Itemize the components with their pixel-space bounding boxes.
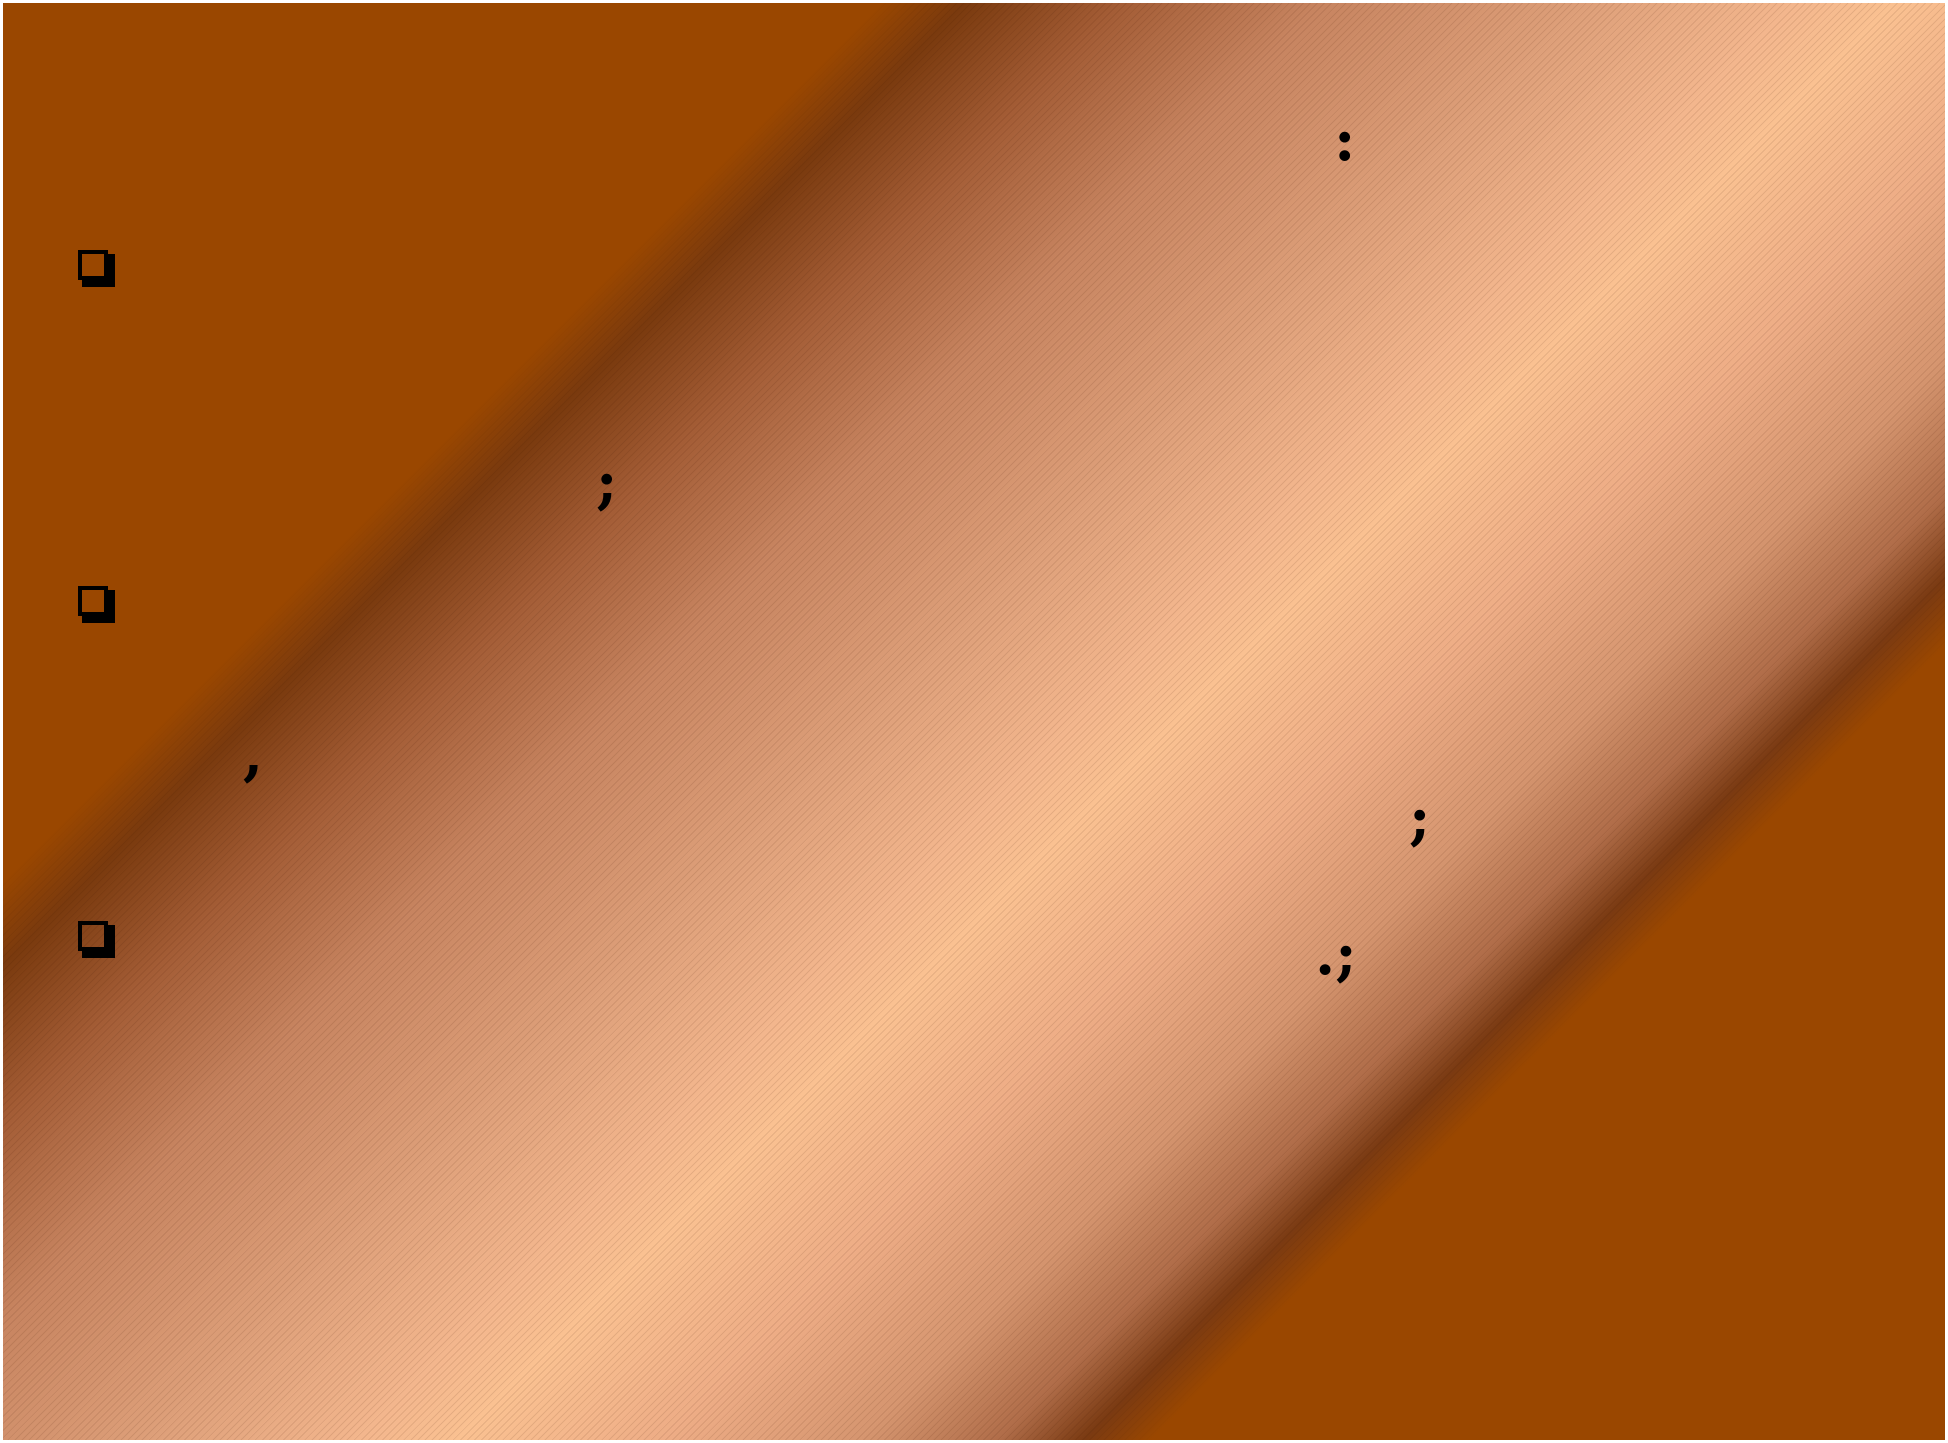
square-bullet-icon	[78, 250, 118, 290]
slide: : ; , ; .;	[3, 3, 1945, 1440]
diagonal-hatch-texture	[3, 3, 1945, 1440]
square-bullet-icon	[78, 921, 118, 961]
period-semicolon-mark: .;	[1315, 920, 1357, 988]
semicolon-mark: ;	[596, 448, 618, 516]
square-bullet-icon	[78, 586, 118, 626]
semicolon-mark: ;	[1409, 784, 1431, 852]
colon-mark: :	[1334, 106, 1356, 174]
comma-mark: ,	[243, 720, 264, 788]
diagonal-gradient-band	[3, 3, 1945, 1440]
